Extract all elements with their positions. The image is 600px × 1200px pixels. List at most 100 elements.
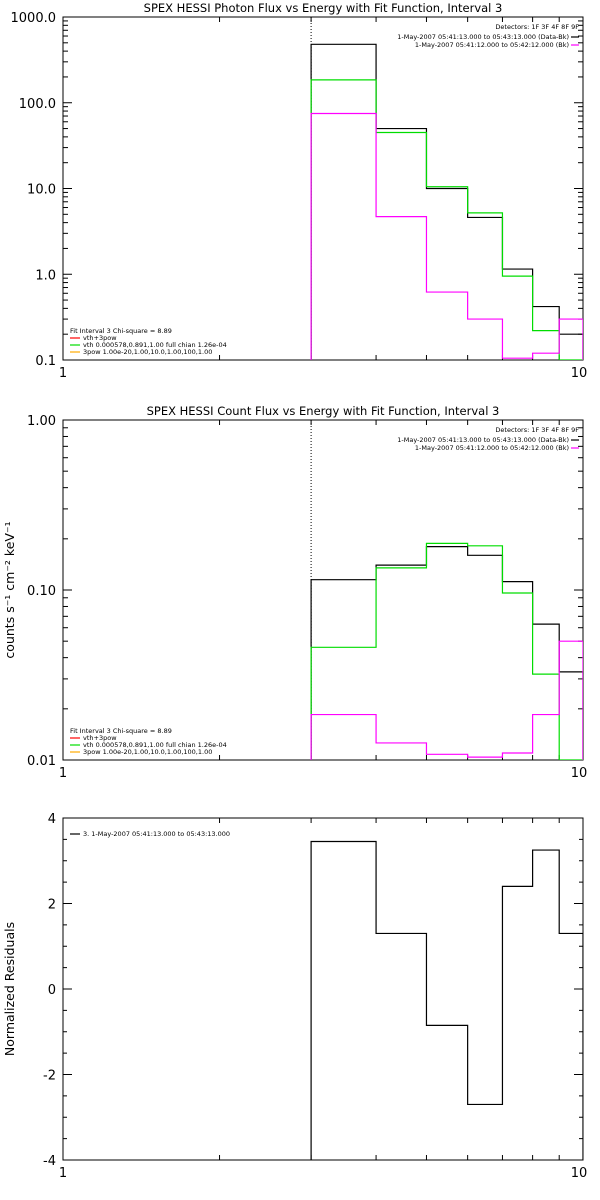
plot-data: [310, 420, 583, 761]
chart-panel-1: SPEX HESSI Photon Flux vs Energy with Fi…: [11, 1, 588, 381]
series-1-bin: [311, 43, 376, 45]
plot-frame: [62, 419, 584, 761]
legend-entry-left: 3pow 1.00e-20,1.00,10.0,1.00,100,1.00: [83, 348, 212, 356]
series-1-bin: [426, 188, 467, 190]
x-tick-label: 10: [571, 1166, 588, 1181]
y-tick-label: 0.10: [27, 584, 56, 599]
series-3-bin: [468, 756, 503, 758]
chart-title: SPEX HESSI Count Flux vs Energy with Fit…: [147, 404, 500, 418]
series-1-bin: [559, 333, 583, 335]
x-tick-label: 1: [59, 1166, 67, 1181]
series-1-bin: [376, 932, 426, 934]
series-2-bin: [559, 759, 583, 761]
y-tick-label: 1.00: [27, 414, 56, 429]
y-axis-label: Normalized Residuals: [2, 922, 17, 1056]
series-3-bin: [468, 318, 503, 320]
series-3-bin: [426, 291, 467, 293]
legend-entry-left: vth 0.000578,0.891,1.00 full chian 1.26e…: [83, 741, 227, 749]
series-2-bin: [376, 567, 426, 569]
series-1-bin: [533, 623, 560, 625]
series-1-line: [310, 546, 583, 760]
series-2-bin: [533, 673, 560, 675]
series-2-bin: [311, 79, 376, 81]
series-3-bin: [559, 318, 583, 320]
series-2-line: [310, 79, 583, 360]
series-3-bin: [311, 714, 376, 716]
y-tick-label: -2: [43, 1069, 56, 1084]
series-1-bin: [468, 216, 503, 218]
series-2-bin: [533, 330, 560, 332]
series-2-bin: [468, 545, 503, 547]
series-2-bin: [311, 646, 376, 648]
series-2-bin: [376, 131, 426, 133]
y-tick-label: 1.0: [35, 268, 56, 283]
legend-entry-right: 1-May-2007 05:41:13.000 to 05:43:13.000 …: [397, 33, 569, 41]
series-1-bin: [468, 1103, 503, 1105]
series-1-bin: [559, 671, 583, 673]
series-1-bin: [376, 564, 426, 566]
series-3-bin: [376, 216, 426, 218]
series-1-bin: [502, 268, 532, 270]
series-1-bin: [311, 841, 376, 843]
legend-entry-left: 3pow 1.00e-20,1.00,10.0,1.00,100,1.00: [83, 748, 212, 756]
x-axis-ticks: [62, 17, 584, 360]
legend-entry-right: 1-May-2007 05:41:12.000 to 05:42:12.000 …: [415, 41, 569, 49]
y-axis-ticks: [63, 427, 583, 761]
y-tick-label: 2: [48, 898, 56, 913]
plot-frame: [62, 16, 584, 361]
legend-entry-left: vth+3pow: [83, 334, 117, 342]
series-3-bin: [311, 112, 376, 114]
series-1-bin: [502, 581, 532, 583]
series-3-bin: [502, 752, 532, 754]
series-1-line: [310, 43, 583, 360]
y-axis-ticks: [63, 817, 583, 1161]
x-tick-label: 1: [59, 766, 67, 781]
x-tick-label: 10: [571, 766, 588, 781]
series-2-bin: [426, 186, 467, 188]
chart-panel-3: 1 10 -4 -2 0 2 4 Normalized Residuals 3. 1-May-2…: [2, 812, 587, 1181]
series-1-bin: [502, 885, 532, 887]
x-tick-label: 1: [59, 366, 67, 381]
plot-data: [310, 840, 583, 1160]
legend-entry-right: 1-May-2007 05:41:12.000 to 05:42:12.000 …: [415, 444, 569, 452]
series-1-bin: [468, 554, 503, 556]
series-2-bin: [502, 592, 532, 594]
x-tick-label: 10: [571, 366, 588, 381]
plot-data: [310, 17, 583, 360]
series-1-bin: [426, 1024, 467, 1026]
series-3-bin: [533, 714, 560, 716]
x-axis-ticks: [62, 420, 584, 760]
series-1-bin: [376, 128, 426, 130]
x-axis-ticks: [62, 818, 584, 1160]
y-tick-label: 0.1: [35, 354, 56, 369]
y-tick-label: 1000.0: [11, 11, 57, 26]
series-2-bin: [502, 275, 532, 277]
legend-entry-left: 3. 1-May-2007 05:41:13.000 to 05:43:13.0…: [83, 830, 230, 838]
y-tick-label: 100.0: [19, 97, 56, 112]
legend-entry-left: vth+3pow: [83, 734, 117, 742]
series-1-bin: [311, 579, 376, 581]
series-3-bin: [533, 352, 560, 354]
legend-entry-left: Fit Interval 3 Chi-square = 8.89: [70, 327, 172, 335]
series-3-line: [310, 640, 583, 760]
series-3-bin: [426, 753, 467, 755]
y-axis-label: counts s⁻¹ cm⁻² keV⁻¹: [2, 521, 17, 658]
series-1-bin: [426, 546, 467, 548]
series-2-bin: [468, 212, 503, 214]
detectors-label: Detectors: 1F 3F 4F 8F 9F: [495, 23, 579, 31]
series-3-bin: [502, 357, 532, 359]
series-3-bin: [376, 742, 426, 744]
detectors-label: Detectors: 1F 3F 4F 8F 9F: [495, 426, 579, 434]
series-2-line: [310, 542, 583, 760]
series-1-bin: [559, 932, 583, 934]
chart-panel-2: SPEX HESSI Count Flux vs Energy with Fit…: [2, 404, 587, 781]
legend-entry-left: Fit Interval 3 Chi-square = 8.89: [70, 727, 172, 735]
y-tick-label: 4: [48, 812, 56, 827]
y-tick-label: 0: [48, 983, 56, 998]
y-tick-label: 10.0: [27, 183, 56, 198]
y-tick-label: -4: [43, 1154, 56, 1169]
series-1-bin: [533, 306, 560, 308]
series-1-bin: [533, 849, 560, 851]
series-1-line: [310, 840, 583, 1160]
